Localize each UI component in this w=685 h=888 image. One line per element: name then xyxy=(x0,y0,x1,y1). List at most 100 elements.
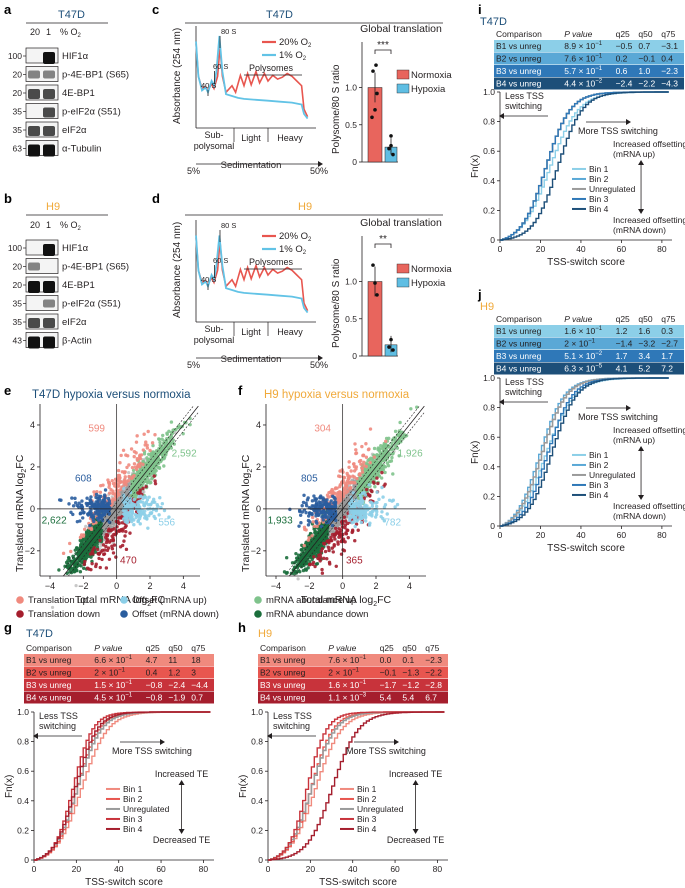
gene-point-offset_up xyxy=(350,510,354,515)
gene-point-offset_up xyxy=(155,503,159,507)
gene-point-offset_up xyxy=(368,521,372,525)
gene-point-trans_down xyxy=(124,524,128,528)
gene-point-abund_down xyxy=(69,568,73,572)
gene-point-trans_up xyxy=(68,541,72,546)
gene-point-abund_down xyxy=(95,536,100,541)
gene-point-offset_down xyxy=(94,495,98,500)
gene-point-offset_up xyxy=(377,497,381,502)
gene-point-abund_down xyxy=(284,556,289,560)
gene-point-offset_up xyxy=(132,497,136,502)
data-point xyxy=(387,146,391,151)
gene-point-abund_up xyxy=(146,464,151,468)
data-point xyxy=(373,108,377,112)
gene-point-trans_up xyxy=(311,520,315,524)
gene-point-trans_up xyxy=(341,490,345,494)
identity-line xyxy=(63,405,199,577)
gene-point-trans_up xyxy=(135,457,139,461)
sedimentation-label: Sedimentation xyxy=(221,160,282,171)
x-tick-label: −4 xyxy=(45,581,55,591)
gene-point-offset_down xyxy=(100,500,104,504)
gene-point-offset_down xyxy=(314,519,318,523)
gene-point-abund_down xyxy=(78,570,83,574)
gene-point-trans_down xyxy=(325,539,329,544)
gene-point-offset_up xyxy=(128,516,133,520)
gene-point-trans_down xyxy=(334,564,338,568)
gene-point-trans_up xyxy=(332,491,336,495)
blot-band xyxy=(43,281,55,293)
gene-point-abund_down xyxy=(80,538,84,542)
gene-point-trans_up xyxy=(340,468,344,472)
gene-point-trans_down xyxy=(123,534,127,538)
band-label: 4E-BP1 xyxy=(62,88,95,99)
trace-1pct-o2 xyxy=(195,35,309,120)
gene-point-offset_up xyxy=(154,508,159,513)
gene-point-abund_up xyxy=(388,459,392,464)
gene-point-trans_down xyxy=(353,539,357,543)
gene-point xyxy=(119,504,123,508)
gene-point-offset_up xyxy=(382,505,387,509)
gene-point xyxy=(118,508,122,512)
gene-point-trans_down xyxy=(322,542,327,546)
band-label: p-4E-BP1 (S65) xyxy=(62,70,129,81)
mw-marker: 35 xyxy=(13,317,23,327)
gene-point-trans_up xyxy=(124,453,128,457)
gene-point-abund_down xyxy=(85,536,89,540)
gene-point-trans_up xyxy=(145,443,149,447)
gene-point-offset_up xyxy=(149,502,153,506)
gene-point-abund_up xyxy=(131,483,135,487)
gene-point-trans_up xyxy=(354,451,359,455)
panel-e: e T47D hypoxia versus normoxia −4 −2 0 2 4−2… xyxy=(4,383,200,610)
gene-point-abund_down xyxy=(316,548,320,552)
gene-point-trans_down xyxy=(327,548,331,553)
gene-point-trans_up xyxy=(113,484,117,488)
gene-point-abund_up xyxy=(154,468,158,473)
gene-point-trans_up xyxy=(361,453,365,458)
gene-point-trans_up xyxy=(364,455,369,459)
gene-point xyxy=(102,532,106,536)
bar-title: Global translation xyxy=(360,23,442,35)
gene-point-offset_up xyxy=(153,516,157,521)
gene-point-trans_up xyxy=(129,476,134,481)
gene-point-trans_up xyxy=(122,479,127,484)
gene-point-trans_down xyxy=(311,560,316,565)
band-label: 4E-BP1 xyxy=(62,280,95,291)
gene-point-offset_up xyxy=(358,517,362,521)
legend-normoxia: Normoxia xyxy=(411,264,452,275)
panel-letter-a: a xyxy=(4,2,12,17)
count-translation-down: 470 xyxy=(120,555,137,566)
band-label: eIF2α xyxy=(62,125,87,136)
y-axis-label: Translated mRNA log2FC xyxy=(14,454,28,572)
blot-band xyxy=(43,318,55,328)
gene-point-trans_up xyxy=(132,454,136,459)
gene-point-trans_up xyxy=(133,465,138,469)
o2-sub: 2 xyxy=(78,33,82,39)
gene-point-abund_up xyxy=(379,476,384,480)
x-tick-label: 0 xyxy=(114,581,119,591)
gene-point-offset_down xyxy=(308,512,312,516)
gene-point-trans_up xyxy=(355,476,359,481)
gene-point-trans_up xyxy=(111,491,115,496)
gene-point-abund_down xyxy=(75,546,80,550)
gene-point-trans_up xyxy=(134,440,139,444)
gene-point-abund_up xyxy=(373,485,377,489)
gene-point-offset_down xyxy=(306,496,310,500)
gene-point-trans_up xyxy=(338,474,342,479)
gene-point-offset_down xyxy=(71,504,76,508)
o2-label: % O xyxy=(60,27,78,37)
gene-point-offset_up xyxy=(370,514,374,518)
gene-point-abund_up xyxy=(154,460,159,464)
y-tick-label: 2 xyxy=(30,462,35,472)
gene-point-abund_up xyxy=(162,439,166,443)
blot-band xyxy=(43,52,55,64)
gene-point-trans_up xyxy=(69,549,73,554)
gene-point-offset_up xyxy=(129,502,134,506)
sedimentation-end: 50% xyxy=(310,166,328,176)
gene-point-abund_up xyxy=(398,420,402,425)
gene-point-abund_up xyxy=(381,467,386,472)
gene-point-offset_down xyxy=(313,498,318,503)
blot-band xyxy=(28,281,40,293)
gene-point xyxy=(173,430,177,435)
gene-point-trans_down xyxy=(89,567,93,572)
legend-1pct: 1% O2 xyxy=(279,50,307,62)
gene-point-offset_down xyxy=(88,498,93,503)
